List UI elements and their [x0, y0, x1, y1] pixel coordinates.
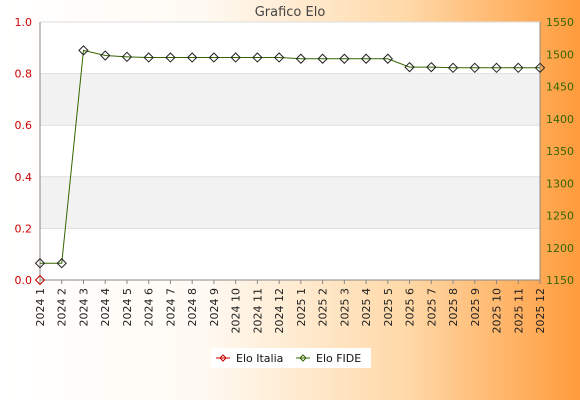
data-point [360, 53, 372, 64]
data-point [469, 62, 480, 74]
left-tick-label: 0.6 [15, 119, 33, 132]
x-tick-label: 2024 6 [143, 288, 156, 327]
data-point [230, 52, 241, 63]
left-tick-label: 1.0 [15, 16, 33, 29]
x-tick-label: 2024 10 [230, 288, 243, 334]
right-tick-label: 1550 [546, 16, 574, 29]
grid-band [40, 176, 540, 229]
data-point [186, 52, 198, 63]
x-tick-label: 2024 9 [208, 288, 221, 327]
right-tick-label: 1200 [546, 242, 574, 255]
x-tick-label: 2024 3 [77, 288, 90, 327]
x-tick-label: 2025 6 [404, 288, 417, 327]
right-tick-label: 1300 [546, 177, 574, 190]
right-tick-label: 1450 [546, 81, 574, 94]
legend-elo-fide-label: Elo FIDE [316, 352, 361, 365]
data-point [317, 53, 328, 64]
right-tick-label: 1500 [546, 48, 574, 61]
data-point [404, 61, 415, 73]
x-tick-label: 2025 11 [512, 288, 525, 334]
data-point [447, 62, 459, 74]
right-tick-label: 1350 [546, 145, 574, 158]
data-point [295, 53, 307, 64]
x-tick-label: 2025 10 [491, 288, 504, 334]
x-tick-label: 2024 2 [56, 288, 69, 327]
x-tick-label: 2025 1 [295, 288, 308, 327]
data-point [165, 52, 176, 63]
data-point [143, 52, 154, 63]
x-tick-label: 2024 1 [34, 288, 47, 327]
x-tick-label: 2024 4 [99, 288, 112, 327]
data-point [426, 61, 437, 73]
x-tick-label: 2025 4 [360, 288, 373, 327]
left-tick-label: 0.4 [15, 171, 33, 184]
data-point [491, 62, 502, 74]
data-point [382, 53, 394, 64]
x-tick-label: 2025 9 [469, 288, 482, 327]
legend-elo-italia-marker [219, 354, 227, 362]
x-tick-label: 2025 5 [382, 288, 395, 327]
grid-band [40, 73, 540, 126]
right-tick-label: 1150 [546, 274, 574, 287]
data-point [252, 52, 263, 63]
left-tick-label: 0.8 [15, 68, 33, 81]
data-point [208, 52, 220, 63]
x-tick-label: 2025 3 [338, 288, 351, 327]
right-tick-label: 1400 [546, 113, 574, 126]
legend-box [211, 348, 371, 368]
data-point [100, 50, 111, 61]
data-point [534, 62, 546, 74]
data-point [56, 258, 67, 269]
data-point [34, 274, 46, 286]
legend-elo-italia-label: Elo Italia [236, 352, 283, 365]
x-tick-label: 2024 8 [186, 288, 199, 327]
x-tick-label: 2025 12 [534, 288, 547, 334]
left-tick-label: 0.2 [15, 222, 33, 235]
data-point [34, 258, 46, 269]
legend-elo-fide-marker [299, 354, 307, 362]
x-tick-label: 2025 7 [425, 288, 438, 327]
data-point [513, 62, 524, 74]
x-tick-label: 2025 2 [317, 288, 330, 327]
x-tick-label: 2024 7 [164, 288, 177, 327]
data-point [78, 45, 89, 56]
data-point [273, 52, 285, 63]
plot-area [40, 22, 540, 280]
left-tick-label: 0.0 [15, 274, 33, 287]
data-point [339, 53, 350, 64]
right-tick-label: 1250 [546, 210, 574, 223]
data-point [121, 51, 133, 63]
x-tick-label: 2024 11 [251, 288, 264, 334]
x-tick-label: 2024 5 [121, 288, 134, 327]
x-tick-label: 2024 12 [273, 288, 286, 334]
chart-title: Grafico Elo [255, 5, 326, 20]
x-tick-label: 2025 8 [447, 288, 460, 327]
